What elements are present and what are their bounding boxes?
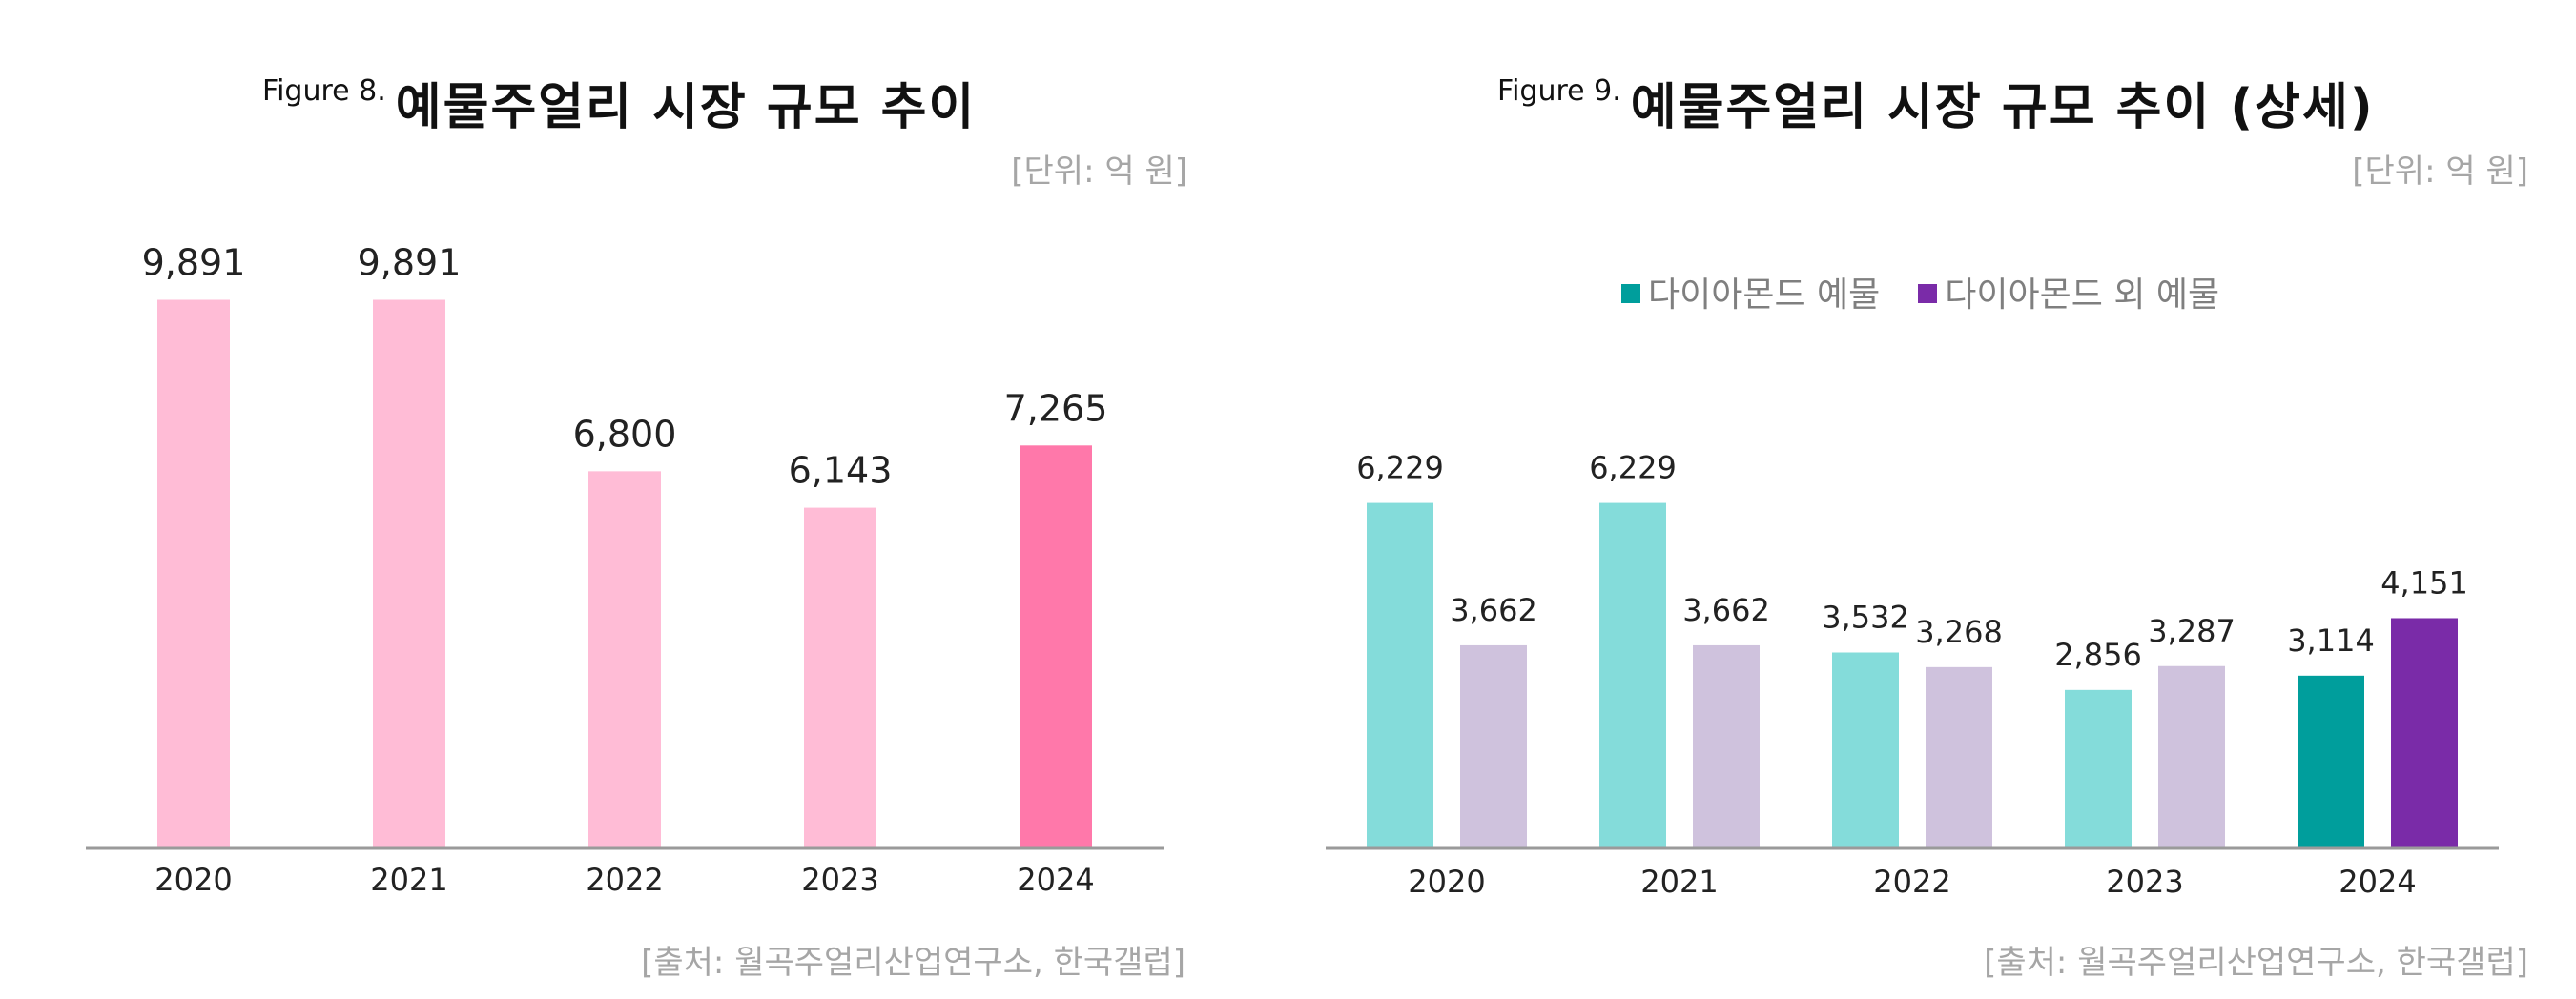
bar-non-diamond-2021 [1693, 644, 1760, 848]
figure-8-source: [출처: 월곡주얼리산업연구소, 한국갤럽] [641, 944, 1185, 982]
value-label-2022: 6,800 [573, 413, 677, 455]
figure-9-title: 예물주얼리 시장 규모 추이 (상세) [1630, 79, 2375, 136]
legend-swatch-diamond [1621, 284, 1640, 303]
bar-diamond-2024 [2298, 675, 2364, 848]
figure-9-source: [출처: 월곡주얼리산업연구소, 한국갤럽] [1984, 944, 2528, 982]
figure-9-title-row: Figure 9. 예물주얼리 시장 규모 추이 (상세) [1497, 67, 2375, 138]
bar-2020 [157, 299, 230, 848]
x-tick-2023: 2023 [801, 862, 878, 898]
bar-non-diamond-2023 [2158, 665, 2225, 848]
value-label-2020: 9,891 [142, 242, 246, 284]
figure-9-legend: 다이아몬드 예물 다이아몬드 외 예물 [1621, 267, 2257, 316]
value-label-2021: 9,891 [358, 242, 462, 284]
figure-9-unit: [단위: 억 원] [2352, 153, 2528, 191]
x-tick-2021: 2021 [1640, 864, 1718, 900]
bar-2022 [588, 471, 661, 848]
value-label-2023: 6,143 [789, 450, 893, 492]
x-tick-2022: 2022 [586, 862, 663, 898]
value-label-non-diamond-2020: 3,662 [1450, 592, 1537, 628]
figure-9-label: Figure 9. [1497, 74, 1621, 108]
figure-8-title-row: Figure 8. 예물주얼리 시장 규모 추이 [262, 67, 976, 138]
bar-diamond-2022 [1832, 652, 1899, 848]
bar-non-diamond-2020 [1460, 644, 1527, 848]
bar-non-diamond-2022 [1926, 666, 1992, 848]
x-tick-2023: 2023 [2106, 864, 2183, 900]
value-label-diamond-2020: 6,229 [1356, 450, 1444, 486]
figure-8-unit: [단위: 억 원] [1011, 153, 1187, 191]
x-tick-2024: 2024 [2339, 864, 2416, 900]
value-label-non-diamond-2021: 3,662 [1682, 592, 1770, 628]
x-tick-2021: 2021 [370, 862, 447, 898]
x-tick-2020: 2020 [155, 862, 232, 898]
bar-2023 [804, 507, 876, 848]
value-label-2024: 7,265 [1004, 387, 1108, 429]
legend-item-diamond: 다이아몬드 예물 [1621, 267, 1880, 316]
figure-8-chart: 9,891 2020 9,891 2021 6,800 2022 6,143 2023 7,26… [86, 242, 1164, 898]
legend-swatch-non-diamond [1918, 284, 1938, 303]
figure-8-title: 예물주얼리 시장 규모 추이 [395, 79, 977, 136]
bar-2024 [1020, 445, 1092, 848]
value-label-diamond-2023: 2,856 [2054, 637, 2142, 673]
value-label-diamond-2021: 6,229 [1589, 450, 1677, 486]
figure-9-panel: Figure 9. 예물주얼리 시장 규모 추이 (상세) [단위: 억 원] 다… [1240, 0, 2576, 999]
x-tick-2020: 2020 [1408, 864, 1485, 900]
legend-item-non-diamond: 다이아몬드 외 예물 [1918, 267, 2219, 316]
figure-9-chart: 6,229 3,662 2020 6,229 3,662 2021 3,532 3,268 20… [1326, 450, 2499, 900]
value-label-diamond-2024: 3,114 [2287, 622, 2375, 659]
legend-label-non-diamond: 다이아몬드 외 예물 [1945, 275, 2220, 315]
x-tick-2022: 2022 [1873, 864, 1950, 900]
figure-8-label: Figure 8. [262, 74, 386, 108]
bar-2021 [373, 299, 445, 848]
value-label-non-diamond-2022: 3,268 [1915, 614, 2003, 650]
legend-label-diamond: 다이아몬드 예물 [1648, 275, 1881, 315]
value-label-diamond-2022: 3,532 [1822, 600, 1909, 636]
bar-diamond-2021 [1599, 502, 1666, 848]
bar-diamond-2020 [1367, 502, 1433, 848]
bar-diamond-2023 [2065, 689, 2132, 848]
x-tick-2024: 2024 [1017, 862, 1094, 898]
value-label-non-diamond-2023: 3,287 [2148, 613, 2236, 649]
value-label-non-diamond-2024: 4,151 [2380, 564, 2468, 601]
figure-8-panel: Figure 8. 예물주얼리 시장 규모 추이 [단위: 억 원] 9,891 2… [0, 0, 1240, 999]
bar-non-diamond-2024 [2391, 618, 2458, 848]
